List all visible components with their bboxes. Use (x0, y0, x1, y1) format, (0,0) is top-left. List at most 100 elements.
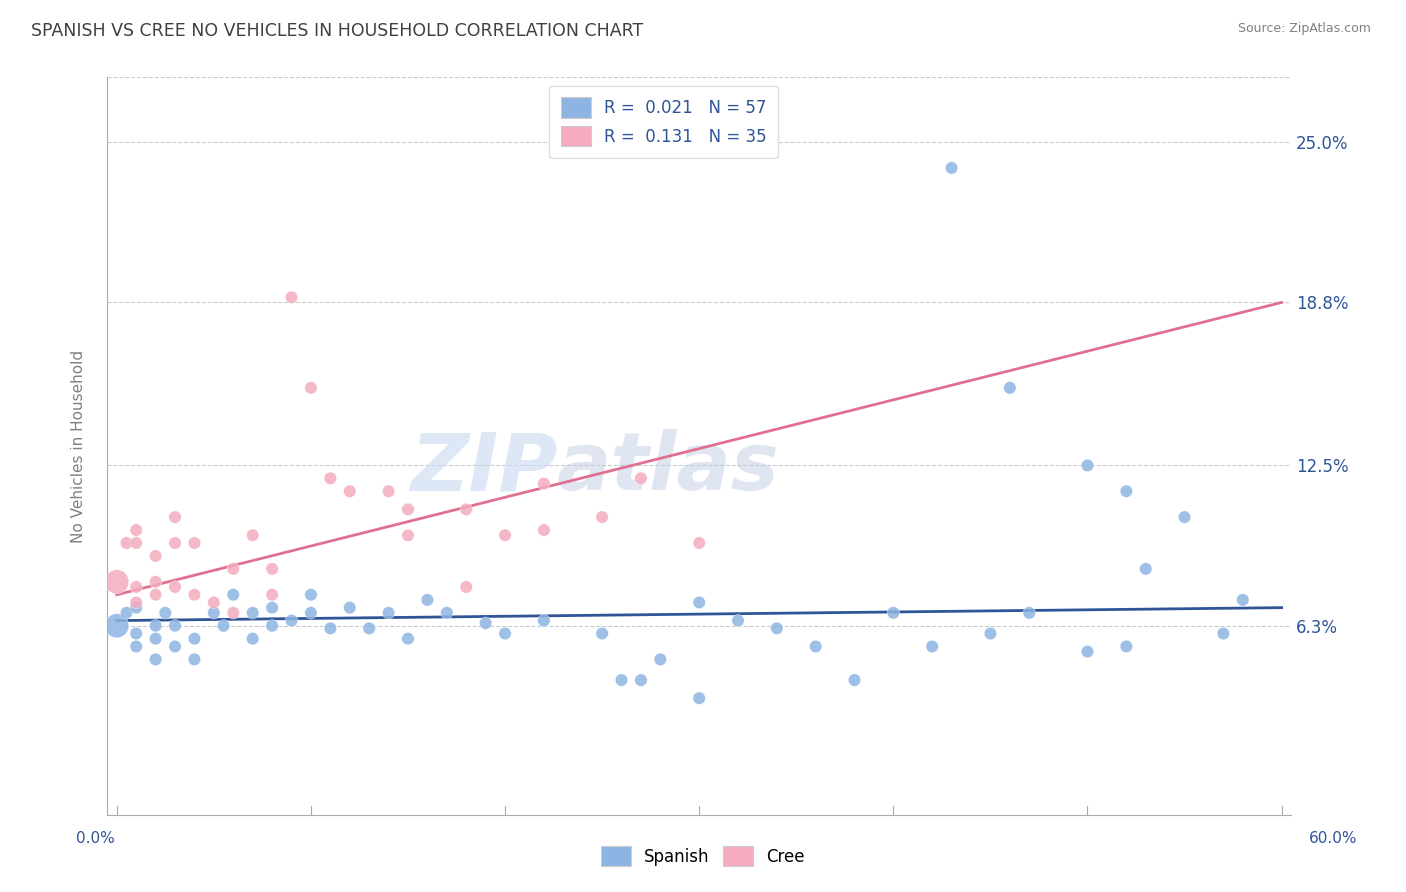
Point (804, 640, 827, 654)
Point (125, 523, 148, 537)
Point (163, 510, 186, 524)
Point (1174, 510, 1197, 524)
Point (1135, 562, 1157, 576)
Point (262, 588, 284, 602)
Point (319, 621, 342, 635)
Legend: R =  0.021   N = 57, R =  0.131   N = 35: R = 0.021 N = 57, R = 0.131 N = 35 (548, 86, 779, 158)
Point (474, 616, 496, 631)
Point (998, 381, 1021, 395)
Point (456, 580, 478, 594)
Point (212, 619, 235, 633)
Point (299, 588, 322, 602)
Point (163, 536, 186, 550)
Point (242, 528, 264, 542)
Point (155, 606, 177, 620)
Point (222, 606, 245, 620)
Point (115, 536, 138, 550)
Point (163, 640, 186, 654)
Point (377, 484, 399, 499)
Point (766, 621, 789, 635)
Y-axis label: No Vehicles in Household: No Vehicles in Household (72, 350, 86, 542)
Point (1232, 593, 1254, 607)
Point (163, 580, 186, 594)
Point (630, 471, 652, 485)
Point (262, 562, 284, 576)
Text: 60.0%: 60.0% (1309, 831, 1357, 846)
Point (125, 600, 148, 615)
Point (145, 632, 167, 646)
Point (688, 595, 710, 609)
Point (416, 593, 439, 607)
Point (494, 528, 516, 542)
Point (688, 691, 710, 706)
Point (591, 626, 613, 640)
Point (456, 502, 478, 516)
Point (183, 652, 205, 666)
Point (105, 574, 128, 589)
Point (163, 619, 186, 633)
Point (533, 523, 555, 537)
Point (125, 640, 148, 654)
Point (882, 606, 904, 620)
Point (688, 536, 710, 550)
Point (280, 614, 302, 628)
Text: 0.0%: 0.0% (76, 831, 115, 846)
Point (1018, 606, 1040, 620)
Point (145, 652, 167, 666)
Point (125, 580, 148, 594)
Point (222, 562, 245, 576)
Point (396, 528, 419, 542)
Text: atlas: atlas (557, 429, 780, 508)
Point (262, 600, 284, 615)
Point (242, 606, 264, 620)
Point (979, 626, 1001, 640)
Point (921, 640, 943, 654)
Point (339, 484, 361, 499)
Point (145, 549, 167, 563)
Point (396, 632, 419, 646)
Point (202, 595, 225, 609)
Point (610, 673, 633, 687)
Point (242, 632, 264, 646)
Point (319, 471, 342, 485)
Point (183, 536, 205, 550)
Point (280, 290, 302, 304)
Point (533, 476, 555, 491)
Legend: Spanish, Cree: Spanish, Cree (595, 839, 811, 873)
Point (299, 606, 322, 620)
Text: Source: ZipAtlas.com: Source: ZipAtlas.com (1237, 22, 1371, 36)
Point (377, 606, 399, 620)
Point (1076, 645, 1098, 659)
Point (396, 502, 419, 516)
Point (125, 536, 148, 550)
Point (1115, 640, 1137, 654)
Point (1115, 484, 1137, 499)
Point (183, 632, 205, 646)
Point (145, 588, 167, 602)
Point (1076, 458, 1098, 473)
Point (727, 614, 749, 628)
Point (630, 673, 652, 687)
Point (145, 619, 167, 633)
Text: ZIP: ZIP (409, 429, 557, 508)
Point (1212, 626, 1234, 640)
Point (222, 588, 245, 602)
Point (262, 619, 284, 633)
Text: SPANISH VS CREE NO VEHICLES IN HOUSEHOLD CORRELATION CHART: SPANISH VS CREE NO VEHICLES IN HOUSEHOLD… (31, 22, 643, 40)
Point (533, 614, 555, 628)
Point (436, 606, 458, 620)
Point (202, 606, 225, 620)
Point (591, 510, 613, 524)
Point (125, 626, 148, 640)
Point (115, 606, 138, 620)
Point (650, 652, 672, 666)
Point (359, 621, 381, 635)
Point (339, 600, 361, 615)
Point (125, 595, 148, 609)
Point (105, 619, 128, 633)
Point (299, 381, 322, 395)
Point (145, 574, 167, 589)
Point (941, 161, 963, 175)
Point (183, 588, 205, 602)
Point (844, 673, 866, 687)
